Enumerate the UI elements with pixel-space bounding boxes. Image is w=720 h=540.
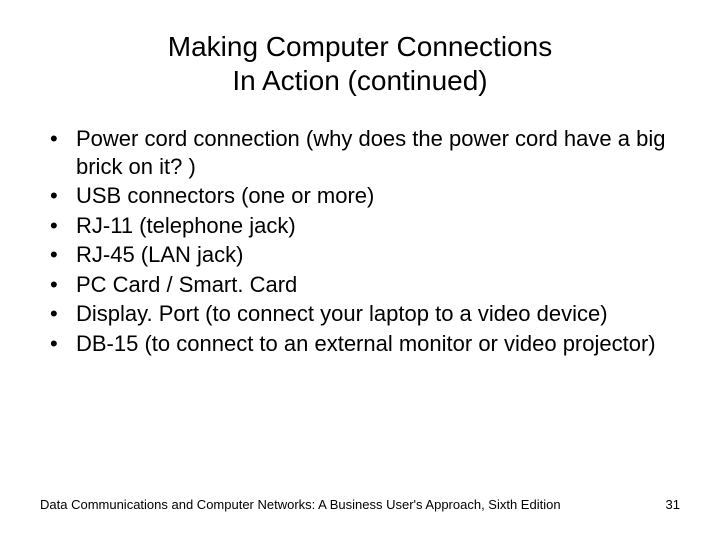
list-item: RJ-45 (LAN jack) <box>40 241 680 269</box>
list-item: Display. Port (to connect your laptop to… <box>40 300 680 328</box>
bullet-list: Power cord connection (why does the powe… <box>40 125 680 357</box>
bullet-text: Power cord connection (why does the powe… <box>76 126 665 179</box>
list-item: PC Card / Smart. Card <box>40 271 680 299</box>
slide: Making Computer Connections In Action (c… <box>0 0 720 540</box>
list-item: RJ-11 (telephone jack) <box>40 212 680 240</box>
slide-title: Making Computer Connections In Action (c… <box>0 0 720 97</box>
list-item: USB connectors (one or more) <box>40 182 680 210</box>
slide-body: Power cord connection (why does the powe… <box>0 97 720 357</box>
page-number: 31 <box>646 497 680 512</box>
bullet-text: RJ-11 (telephone jack) <box>76 213 296 238</box>
bullet-text: PC Card / Smart. Card <box>76 272 297 297</box>
list-item: Power cord connection (why does the powe… <box>40 125 680 180</box>
footer-source: Data Communications and Computer Network… <box>40 497 646 512</box>
title-line-1: Making Computer Connections <box>168 31 552 62</box>
bullet-text: RJ-45 (LAN jack) <box>76 242 243 267</box>
bullet-text: DB-15 (to connect to an external monitor… <box>76 331 656 356</box>
title-line-2: In Action (continued) <box>232 65 487 96</box>
list-item: DB-15 (to connect to an external monitor… <box>40 330 680 358</box>
slide-footer: Data Communications and Computer Network… <box>40 497 680 512</box>
bullet-text: Display. Port (to connect your laptop to… <box>76 301 608 326</box>
bullet-text: USB connectors (one or more) <box>76 183 374 208</box>
